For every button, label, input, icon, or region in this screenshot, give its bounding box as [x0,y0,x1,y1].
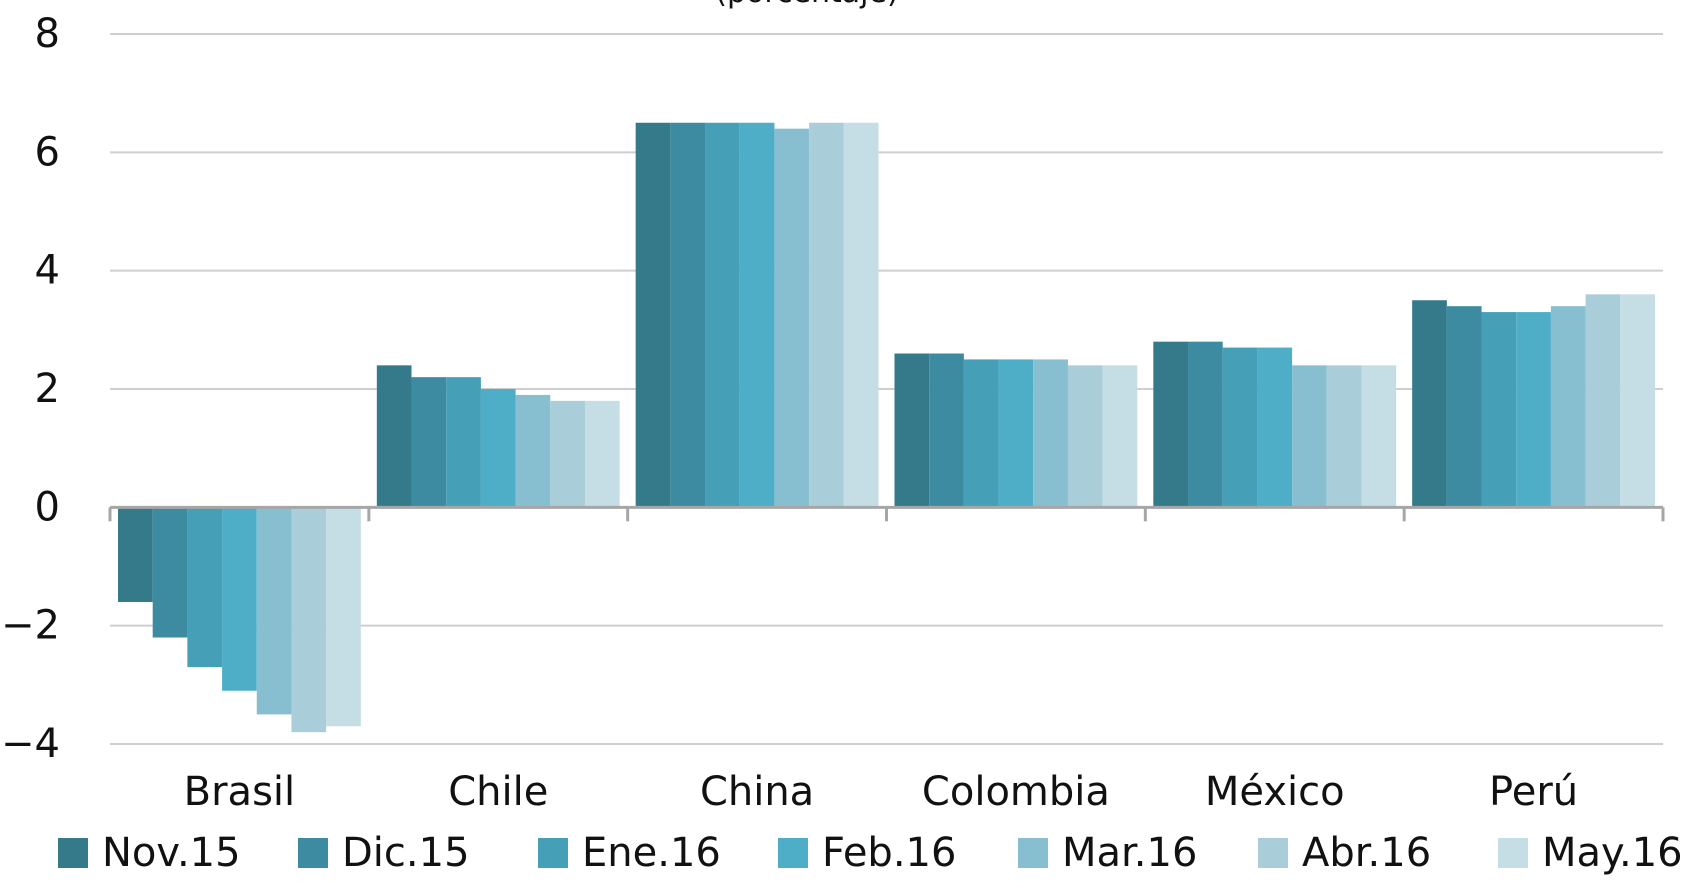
legend-swatch [58,838,88,868]
legend-swatch [298,838,328,868]
bar [1326,365,1362,508]
y-tick-label: 6 [35,129,60,175]
legend-label: Feb.16 [822,830,956,876]
bar [1585,294,1621,508]
y-tick-label: 2 [35,366,60,412]
bar [1292,365,1327,508]
bar [998,359,1034,508]
bar [1550,306,1586,508]
bar [1102,365,1138,508]
category-label: México [1205,769,1345,815]
category-label: Brasil [184,769,295,815]
bar [739,122,775,508]
legend-swatch [1018,838,1048,868]
bar [480,389,516,508]
bar [515,394,551,508]
bar [256,507,292,715]
y-tick-label: 0 [35,484,60,530]
legend-swatch [1498,838,1528,868]
bar [1033,359,1068,508]
legend-swatch [1258,838,1288,868]
y-tick-label: 4 [35,248,60,294]
category-label: China [700,769,814,815]
bar [670,122,706,508]
bar [1412,300,1447,508]
legend-swatch [778,838,808,868]
bar [376,365,412,508]
bar [705,122,740,508]
bar [1067,365,1103,508]
bar [774,128,810,508]
bar [550,400,585,508]
category-label: Perú [1489,769,1578,815]
bar [187,507,223,668]
y-tick-label: −2 [1,603,60,649]
y-tick-label: −4 [1,721,60,767]
legend-label: Dic.15 [342,830,470,876]
legend-label: May.16 [1542,830,1683,876]
chart-title: (porcentaje) [715,0,898,10]
legend-label: Mar.16 [1062,830,1197,876]
bar [843,122,879,508]
bar [929,353,964,508]
legend-label: Nov.15 [102,830,241,876]
bar [1188,341,1223,508]
legend-label: Abr.16 [1302,830,1431,876]
bar [1620,294,1655,508]
bar [809,122,844,508]
bar [894,353,930,508]
bar [635,122,671,508]
category-label: Chile [448,769,548,815]
bar [584,400,620,508]
bar [1153,341,1189,508]
y-tick-label: 8 [35,11,60,57]
bar [1361,365,1397,508]
bar [963,359,999,508]
bar [118,507,153,602]
category-label: Colombia [922,769,1110,815]
bar [1446,306,1482,508]
legend-swatch [538,838,568,868]
bar [1481,312,1517,508]
bar [446,377,481,508]
bar [152,507,188,638]
legend-label: Ene.16 [582,830,721,876]
bar [1222,347,1258,508]
bar [1516,312,1551,508]
bar [326,507,361,727]
bar [1257,347,1293,508]
bar [411,377,447,508]
bar [291,507,327,733]
bar [222,507,257,691]
